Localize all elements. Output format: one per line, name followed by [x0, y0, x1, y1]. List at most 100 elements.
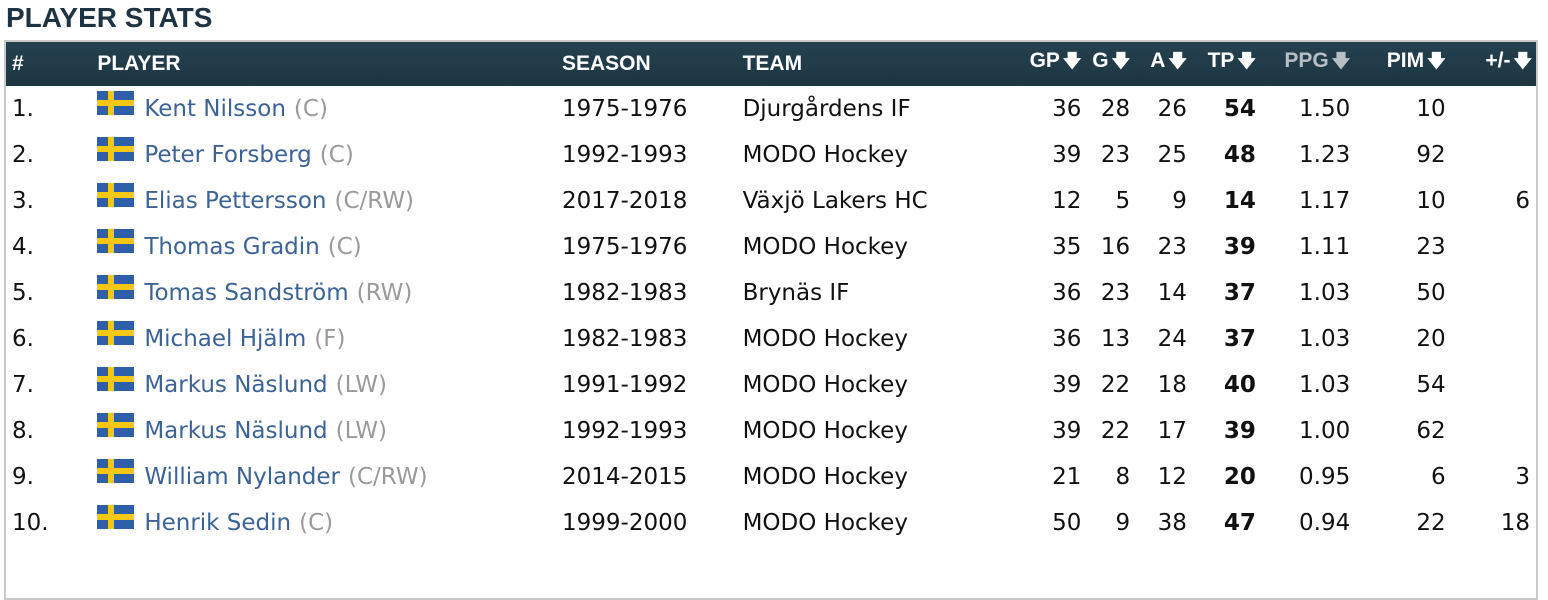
ppg-cell: 1.23 [1299, 142, 1351, 168]
arrow-down-icon: 🡇 [1331, 51, 1351, 71]
season-cell: 1999-2000 [561, 510, 688, 536]
points-cell: 54 [1223, 96, 1256, 122]
player-position: (C/RW) [348, 464, 428, 490]
player-name-link[interactable]: Peter Forsberg [144, 142, 312, 168]
assists-cell: 12 [1157, 464, 1187, 490]
player-name-link[interactable]: Thomas Gradin [144, 234, 320, 260]
table-row: 4. Thomas Gradin (C) 1975-1976 MODO Hocke… [6, 224, 1536, 270]
goals-cell: 16 [1100, 234, 1131, 260]
rank-cell: 8. [12, 418, 34, 444]
sort-g-header[interactable]: G 🡇 [1081, 42, 1130, 86]
gp-cell: 36 [1052, 280, 1082, 306]
player-cell: William Nylander (C/RW) [97, 454, 562, 500]
player-position: (C) [319, 142, 354, 168]
sort-ppg-header[interactable]: PPG 🡇 [1256, 42, 1350, 86]
player-name-link[interactable]: Markus Näslund [144, 372, 328, 398]
table-row: 9. William Nylander (C/RW) 2014-2015 MODO… [6, 454, 1536, 500]
assists-cell: 18 [1157, 372, 1187, 398]
gp-cell: 21 [1052, 464, 1082, 490]
table-header-row: # PLAYER SEASON TEAM GP 🡇 G 🡇 A 🡇 TP 🡇 PPG 🡇 … [6, 42, 1536, 86]
goals-cell: 23 [1100, 280, 1131, 306]
sweden-flag-icon [97, 320, 135, 345]
player-position: (F) [314, 326, 346, 352]
assists-cell: 24 [1157, 326, 1187, 352]
goals-cell: 22 [1100, 372, 1131, 398]
table-row: 7. Markus Näslund (LW) 1991-1992 MODO Hoc… [6, 362, 1536, 408]
pim-cell: 20 [1416, 326, 1446, 352]
plus-minus-cell [1446, 270, 1536, 316]
pim-cell: 92 [1416, 142, 1446, 168]
pim-cell: 23 [1416, 234, 1446, 260]
player-cell: Markus Näslund (LW) [97, 408, 562, 454]
ppg-cell: 1.00 [1299, 418, 1351, 444]
table-row: 8. Markus Näslund (LW) 1992-1993 MODO Hoc… [6, 408, 1536, 454]
assists-cell: 17 [1157, 418, 1187, 444]
team-cell: MODO Hockey [742, 418, 908, 444]
player-name-link[interactable]: Kent Nilsson [144, 96, 286, 122]
player-position: (LW) [335, 372, 388, 398]
player-stats-table: # PLAYER SEASON TEAM GP 🡇 G 🡇 A 🡇 TP 🡇 PPG 🡇 … [6, 42, 1536, 546]
ppg-cell: 1.03 [1299, 326, 1351, 352]
player-name-link[interactable]: Tomas Sandström [144, 280, 349, 306]
sweden-flag-icon [97, 366, 135, 391]
player-name-link[interactable]: Markus Näslund [144, 418, 328, 444]
sort-tp-header[interactable]: TP 🡇 [1187, 42, 1256, 86]
plus-minus-cell [1446, 316, 1536, 362]
player-position: (C/RW) [334, 188, 415, 214]
rank-cell: 5. [12, 280, 34, 306]
player-name-link[interactable]: Michael Hjälm [144, 326, 307, 352]
gp-cell: 50 [1052, 510, 1082, 536]
season-cell: 2014-2015 [561, 464, 688, 490]
goals-cell: 13 [1100, 326, 1131, 352]
gp-cell: 36 [1052, 96, 1082, 122]
ppg-cell: 1.03 [1299, 280, 1351, 306]
col-player-header: PLAYER [97, 52, 181, 75]
assists-cell: 9 [1172, 188, 1187, 214]
team-cell: Djurgårdens IF [742, 96, 911, 122]
player-name-link[interactable]: William Nylander [144, 464, 341, 490]
points-cell: 20 [1223, 464, 1256, 490]
goals-cell: 22 [1100, 418, 1131, 444]
rank-cell: 1. [12, 96, 34, 122]
sort-gp-header[interactable]: GP 🡇 [998, 42, 1082, 86]
points-cell: 37 [1223, 326, 1256, 352]
points-cell: 39 [1223, 418, 1256, 444]
sweden-flag-icon [97, 274, 135, 299]
ppg-cell: 0.95 [1299, 464, 1351, 490]
sort-a-header[interactable]: A 🡇 [1130, 42, 1187, 86]
plus-minus-cell [1446, 224, 1536, 270]
team-cell: MODO Hockey [742, 234, 908, 260]
player-position: (C) [293, 96, 328, 122]
ppg-cell: 1.17 [1299, 188, 1351, 214]
season-cell: 1982-1983 [561, 326, 688, 352]
season-cell: 1982-1983 [561, 280, 688, 306]
player-cell: Markus Näslund (LW) [97, 362, 562, 408]
plus-minus-cell: 3 [1515, 464, 1530, 490]
ppg-cell: 0.94 [1299, 510, 1351, 536]
player-position: (RW) [356, 280, 413, 306]
team-cell: MODO Hockey [742, 510, 908, 536]
page-title: PLAYER STATS [6, 2, 213, 33]
team-cell: Växjö Lakers HC [742, 188, 928, 214]
plus-minus-cell [1446, 408, 1536, 454]
arrow-down-icon: 🡇 [1513, 51, 1532, 71]
points-cell: 48 [1223, 142, 1256, 168]
rank-cell: 2. [12, 142, 34, 168]
goals-cell: 5 [1115, 188, 1131, 214]
plus-minus-cell [1446, 132, 1536, 178]
player-name-link[interactable]: Henrik Sedin [144, 510, 292, 536]
sort-plus-minus-header[interactable]: +/- 🡇 [1446, 42, 1536, 86]
sweden-flag-icon [97, 90, 135, 115]
points-cell: 39 [1223, 234, 1256, 260]
player-cell: Tomas Sandström (RW) [97, 270, 562, 316]
player-name-link[interactable]: Elias Pettersson [144, 188, 327, 214]
gp-cell: 39 [1052, 142, 1082, 168]
points-cell: 14 [1223, 188, 1256, 214]
sort-pim-header[interactable]: PIM 🡇 [1350, 42, 1446, 86]
table-row: 1. Kent Nilsson (C) 1975-1976 Djurgårdens… [6, 86, 1536, 132]
sweden-flag-icon [97, 228, 135, 253]
assists-cell: 14 [1157, 280, 1187, 306]
gp-cell: 35 [1052, 234, 1082, 260]
col-season-header: SEASON [561, 52, 651, 75]
col-rank-header: # [12, 52, 24, 75]
